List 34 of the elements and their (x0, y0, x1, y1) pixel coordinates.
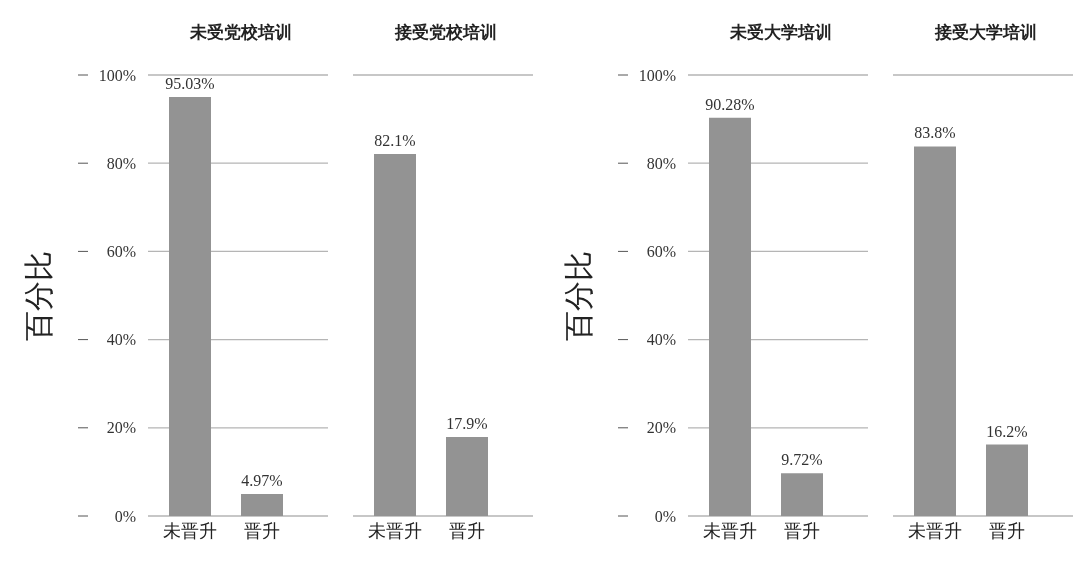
x-tick-label: 晋升 (244, 519, 280, 541)
x-tick-label: 未晋升 (703, 519, 757, 541)
y-tick-label: 60% (106, 242, 136, 260)
y-tick-label: 20% (646, 419, 676, 437)
y-tick-label: 100% (638, 66, 676, 84)
data-label: 95.03% (165, 74, 215, 92)
y-tick-label: 0% (654, 507, 676, 525)
x-tick-label: 晋升 (989, 519, 1025, 541)
x-tick-label: 未晋升 (163, 519, 217, 541)
y-axis-title: 百分比 (20, 250, 56, 341)
y-tick-label: 80% (646, 154, 676, 172)
data-label: 90.28% (705, 95, 755, 113)
x-tick-label: 未晋升 (368, 519, 422, 541)
chart-title: 未受党校培训 (188, 21, 293, 44)
y-tick-label: 0% (114, 507, 136, 525)
x-tick-label: 晋升 (784, 519, 820, 541)
y-tick-label: 80% (106, 154, 136, 172)
y-tick-label: 40% (646, 331, 676, 349)
data-label: 16.2% (986, 422, 1028, 440)
data-label: 82.1% (374, 131, 416, 149)
y-axis-title: 百分比 (560, 250, 596, 341)
y-tick-label: 60% (646, 242, 676, 260)
y-tick-label: 40% (106, 331, 136, 349)
x-tick-label: 未晋升 (908, 519, 962, 541)
data-label: 9.72% (781, 451, 823, 469)
chart-title: 接受大学培训 (933, 21, 1038, 44)
y-tick-label: 100% (98, 66, 136, 84)
data-label: 4.97% (241, 472, 283, 490)
chart-title: 未受大学培训 (728, 21, 833, 44)
x-tick-label: 晋升 (449, 519, 485, 541)
y-tick-label: 20% (106, 419, 136, 437)
data-label: 17.9% (446, 415, 488, 433)
data-label: 83.8% (914, 124, 956, 142)
chart-title: 接受党校培训 (393, 21, 498, 44)
